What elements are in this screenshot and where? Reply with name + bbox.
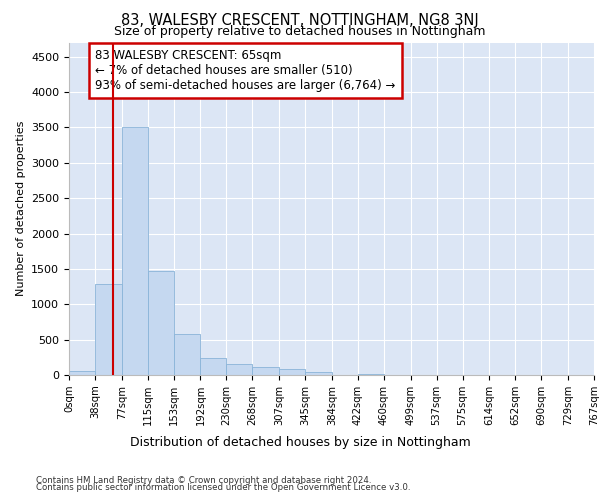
Bar xyxy=(148,271,174,375)
Text: Contains HM Land Registry data © Crown copyright and database right 2024.: Contains HM Land Registry data © Crown c… xyxy=(36,476,371,485)
Bar xyxy=(174,334,200,375)
Bar xyxy=(253,366,279,375)
Text: Contains public sector information licensed under the Open Government Licence v3: Contains public sector information licen… xyxy=(36,484,410,492)
Y-axis label: Number of detached properties: Number of detached properties xyxy=(16,121,26,296)
Bar xyxy=(358,374,384,375)
Bar xyxy=(122,128,148,375)
Text: Distribution of detached houses by size in Nottingham: Distribution of detached houses by size … xyxy=(130,436,470,449)
Bar xyxy=(226,364,253,375)
Text: 83, WALESBY CRESCENT, NOTTINGHAM, NG8 3NJ: 83, WALESBY CRESCENT, NOTTINGHAM, NG8 3N… xyxy=(121,12,479,28)
Text: 83 WALESBY CRESCENT: 65sqm
← 7% of detached houses are smaller (510)
93% of semi: 83 WALESBY CRESCENT: 65sqm ← 7% of detac… xyxy=(95,49,395,92)
Bar xyxy=(95,284,122,375)
Text: Size of property relative to detached houses in Nottingham: Size of property relative to detached ho… xyxy=(114,25,486,38)
Bar xyxy=(69,372,95,375)
Bar xyxy=(279,370,305,375)
Bar xyxy=(305,372,332,375)
Bar xyxy=(200,358,226,375)
